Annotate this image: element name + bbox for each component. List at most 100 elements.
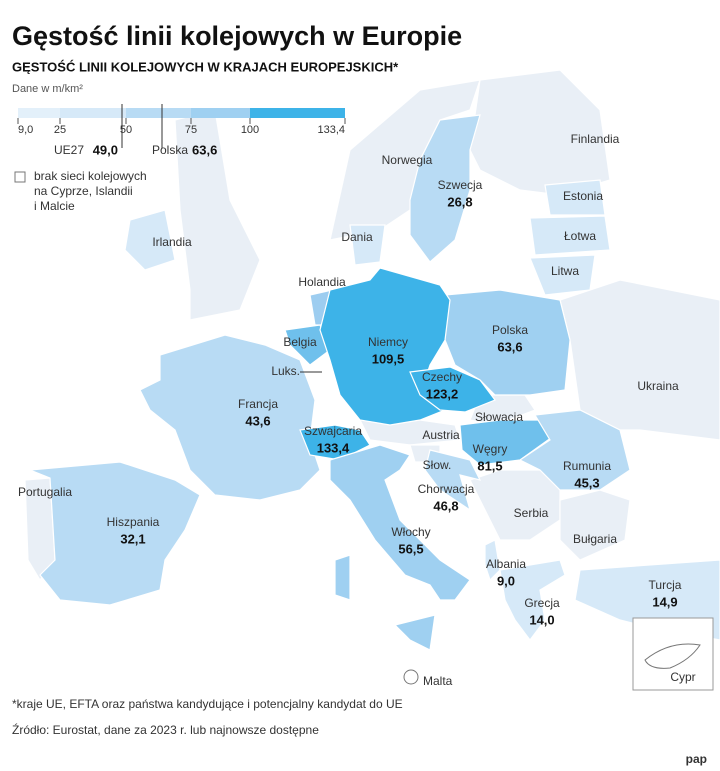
legend-tick-label: 25 [54, 124, 66, 136]
country-value: 46,8 [433, 498, 458, 513]
country-value: 14,0 [529, 612, 554, 627]
country-name: Austria [422, 428, 460, 442]
lithuania [529, 254, 596, 296]
belgium [284, 324, 331, 366]
logo: pap [686, 752, 707, 766]
country-name: Czechy [422, 370, 462, 384]
legend-swatch [250, 108, 345, 118]
legend-swatch [126, 108, 191, 118]
country-name: Belgia [283, 335, 317, 349]
country-name: Ukraina [637, 379, 679, 393]
legend-swatch [18, 108, 60, 118]
spain [29, 461, 201, 606]
czechia [409, 366, 496, 413]
italy [329, 444, 471, 601]
country-value: 123,2 [426, 386, 459, 401]
unit: Dane w m/km² [12, 83, 83, 95]
country-name: Grecja [524, 596, 560, 610]
country-name: Bułgaria [573, 532, 617, 546]
albania [484, 539, 501, 582]
country-value: 63,6 [497, 339, 522, 354]
denmark [349, 224, 386, 266]
ireland [124, 209, 176, 271]
country-name: Łotwa [564, 229, 596, 243]
latvia [529, 215, 611, 256]
legend-tick-label: 100 [241, 124, 259, 136]
ukraine [559, 279, 720, 441]
country-name: Francja [238, 397, 278, 411]
country-name: Niemcy [368, 335, 408, 349]
country-name: Portugalia [18, 485, 72, 499]
hungary [459, 419, 556, 466]
country-name: Szwecja [438, 178, 483, 192]
poland [444, 289, 571, 396]
country-name: Szwajcaria [304, 424, 362, 438]
country-value: 56,5 [398, 541, 423, 556]
country-name: Chorwacja [418, 482, 475, 496]
country-name: Luks. [271, 364, 300, 378]
country-name: Słowacja [475, 410, 523, 424]
country-name: Węgry [473, 442, 508, 456]
country-name: Serbia [514, 506, 549, 520]
legend-swatch [60, 108, 126, 118]
country-name: Estonia [563, 189, 603, 203]
footnote: *kraje UE, EFTA oraz państwa kandydujące… [12, 697, 403, 711]
malta-icon [403, 669, 419, 685]
no-data-note: i Malcie [34, 199, 75, 213]
romania [518, 409, 631, 491]
country-name: Cypr [670, 670, 695, 684]
sardinia [334, 554, 351, 601]
country-name: Holandia [298, 275, 346, 289]
sweden [409, 114, 481, 263]
map [24, 69, 720, 691]
country-value: 43,6 [245, 413, 270, 428]
norway [329, 79, 481, 241]
marker-label: Polska [152, 143, 188, 157]
no-data-note: na Cyprze, Islandii [34, 184, 133, 198]
estonia [544, 179, 606, 216]
country-value: 9,0 [497, 573, 515, 588]
country-name: Albania [486, 557, 526, 571]
cyprus [644, 643, 701, 669]
legend [14, 104, 345, 183]
no-data-box [14, 171, 26, 183]
country-name: Polska [492, 323, 528, 337]
country-name: Dania [341, 230, 373, 244]
title: Gęstość linii kolejowych w Europie [12, 21, 462, 51]
country-name: Litwa [551, 264, 579, 278]
croatia [424, 449, 482, 512]
legend-swatch [191, 108, 250, 118]
legend-tick-label: 75 [185, 124, 197, 136]
country-name: Włochy [391, 525, 430, 539]
country-name: Malta [423, 674, 453, 688]
marker-value: 63,6 [192, 142, 217, 157]
country-name: Hiszpania [107, 515, 160, 529]
country-value: 133,4 [317, 440, 350, 455]
country-name: Irlandia [152, 235, 192, 249]
legend-tick-label: 9,0 [18, 124, 33, 136]
uk [174, 109, 261, 321]
country-value: 32,1 [120, 531, 145, 546]
country-name: Norwegia [382, 153, 433, 167]
legend-tick-label: 133,4 [317, 124, 345, 136]
france [139, 334, 321, 501]
country-name: Turcja [649, 578, 682, 592]
marker-value: 49,0 [93, 142, 118, 157]
country-value: 26,8 [447, 194, 472, 209]
source: Źródło: Eurostat, dane za 2023 r. lub na… [12, 722, 319, 737]
no-data-note: brak sieci kolejowych [34, 169, 147, 183]
country-value: 14,9 [652, 594, 677, 609]
sicily [393, 614, 436, 651]
country-name: Rumunia [563, 459, 611, 473]
switzerland [299, 424, 371, 461]
country-value: 109,5 [372, 351, 405, 366]
country-name: Finlandia [571, 132, 620, 146]
marker-label: UE27 [54, 143, 84, 157]
country-value: 45,3 [574, 475, 599, 490]
subtitle: GĘSTOŚĆ LINII KOLEJOWYCH W KRAJACH EUROP… [12, 59, 399, 74]
legend-tick-label: 50 [120, 124, 132, 136]
country-name: Słow. [423, 458, 452, 472]
greece [499, 559, 566, 641]
country-value: 81,5 [477, 458, 502, 473]
